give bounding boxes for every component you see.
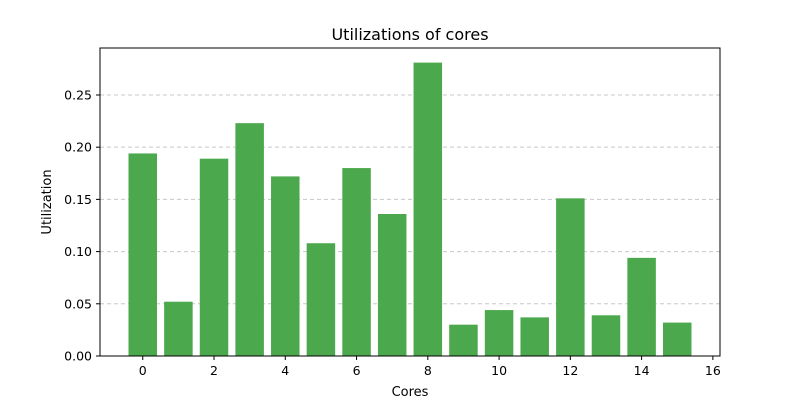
bar-core-7: [377, 214, 407, 356]
bar-core-9: [449, 324, 478, 356]
x-tick-label: 2: [210, 363, 218, 378]
bar-core-12: [556, 198, 585, 356]
y-tick-label: 0.05: [64, 296, 92, 311]
chart-title: Utilizations of cores: [331, 25, 488, 44]
x-tick-label: 12: [562, 363, 578, 378]
y-tick-label: 0.20: [64, 140, 92, 155]
bar-core-5: [306, 243, 336, 356]
x-tick-label: 10: [491, 363, 507, 378]
bars: [128, 62, 692, 357]
bar-core-14: [627, 257, 656, 356]
bar-core-8: [413, 62, 443, 357]
y-tick-label: 0.25: [64, 87, 92, 102]
bar-core-3: [235, 123, 264, 356]
bar-core-1: [164, 301, 193, 356]
x-tick-label: 16: [705, 363, 721, 378]
x-axis-label: Cores: [392, 385, 429, 400]
bar-core-13: [591, 315, 621, 356]
bar-core-2: [199, 158, 229, 356]
x-tick-label: 4: [281, 363, 289, 378]
y-tick-label: 0.00: [64, 349, 92, 364]
y-ticks: 0.00 0.05 0.10 0.15 0.20 0.25: [64, 87, 100, 364]
bar-core-11: [520, 317, 549, 356]
grid-lines: [100, 94, 720, 305]
y-tick-label: 0.10: [64, 244, 92, 259]
plot-frame: [99, 47, 721, 357]
bar-core-4: [271, 176, 300, 356]
x-tick-label: 8: [424, 363, 432, 378]
x-tick-label: 0: [139, 363, 147, 378]
bar-core-6: [342, 168, 371, 356]
x-ticks: 0 2 4 6 8 10 12 14 16: [139, 356, 721, 378]
bar-core-0: [128, 153, 158, 356]
bar-core-10: [484, 310, 514, 356]
x-tick-label: 6: [353, 363, 361, 378]
y-tick-label: 0.15: [64, 192, 92, 207]
x-tick-label: 14: [634, 363, 650, 378]
y-axis-label: Utilization: [40, 169, 55, 234]
bar-core-15: [662, 322, 692, 356]
